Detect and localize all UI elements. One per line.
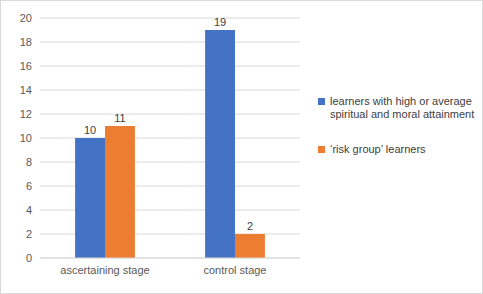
grid-line	[40, 90, 300, 91]
y-tick-label: 0	[26, 252, 32, 264]
y-tick-label: 12	[20, 108, 32, 120]
y-tick-label: 14	[20, 84, 32, 96]
data-label: 19	[214, 16, 226, 28]
data-label: 11	[114, 112, 125, 124]
y-tick-label: 4	[26, 204, 32, 216]
legend: learners with high or average spiritual …	[318, 95, 476, 178]
data-label: 10	[84, 124, 96, 136]
grid-line	[40, 258, 300, 259]
bar	[235, 234, 265, 258]
data-label: 2	[247, 220, 253, 232]
grid-line	[40, 18, 300, 19]
y-tick-label: 18	[20, 36, 32, 48]
x-tick-label: control stage	[204, 264, 267, 276]
grid-line	[40, 42, 300, 43]
y-tick-label: 8	[26, 156, 32, 168]
legend-swatch	[318, 98, 325, 105]
y-tick-label: 16	[20, 60, 32, 72]
y-tick-label: 10	[20, 132, 32, 144]
bars	[75, 30, 265, 258]
bar	[105, 126, 135, 258]
x-axis	[40, 258, 300, 259]
legend-entry: ‘risk group’ learners	[318, 143, 476, 156]
grid-line	[40, 114, 300, 115]
x-tick-label: ascertaining stage	[60, 264, 149, 276]
legend-label: ‘risk group’ learners	[330, 143, 426, 156]
y-tick-label: 20	[20, 12, 32, 24]
bar	[205, 30, 235, 258]
y-tick-label: 2	[26, 228, 32, 240]
y-tick-label: 6	[26, 180, 32, 192]
bar	[75, 138, 105, 258]
legend-entry: learners with high or average spiritual …	[318, 95, 476, 121]
legend-label: learners with high or average spiritual …	[330, 95, 476, 121]
legend-swatch	[318, 146, 325, 153]
grid-line	[40, 66, 300, 67]
